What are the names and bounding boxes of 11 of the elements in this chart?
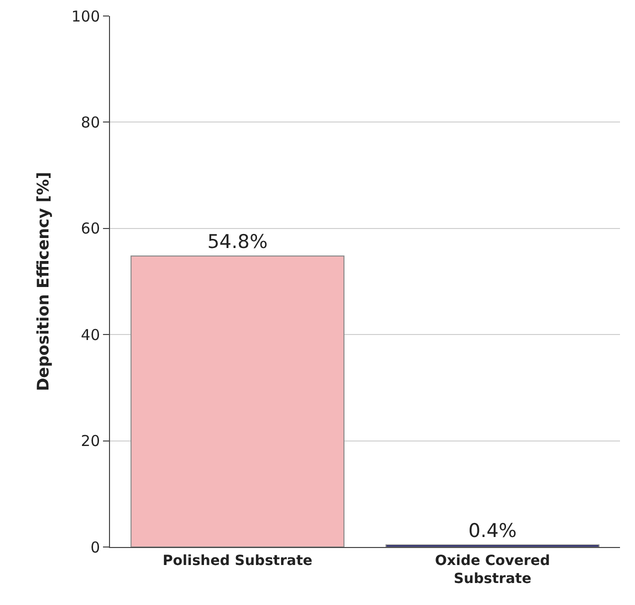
x-tick-label: Polished Substrate	[162, 552, 312, 569]
x-tick-label: Oxide Covered Substrate	[434, 552, 550, 587]
y-tick-label: 80	[80, 113, 100, 132]
y-tick-label: 100	[71, 7, 100, 26]
y-tick-label: 20	[80, 432, 100, 450]
data-label: 0.4%	[468, 520, 517, 542]
y-tick-label: 40	[80, 326, 100, 344]
y-tick-label: 0	[90, 538, 100, 556]
data-label: 54.8%	[207, 231, 268, 254]
y-axis-title: Deposition Efficency [%]	[33, 172, 52, 392]
y-tick-label: 60	[80, 220, 100, 238]
